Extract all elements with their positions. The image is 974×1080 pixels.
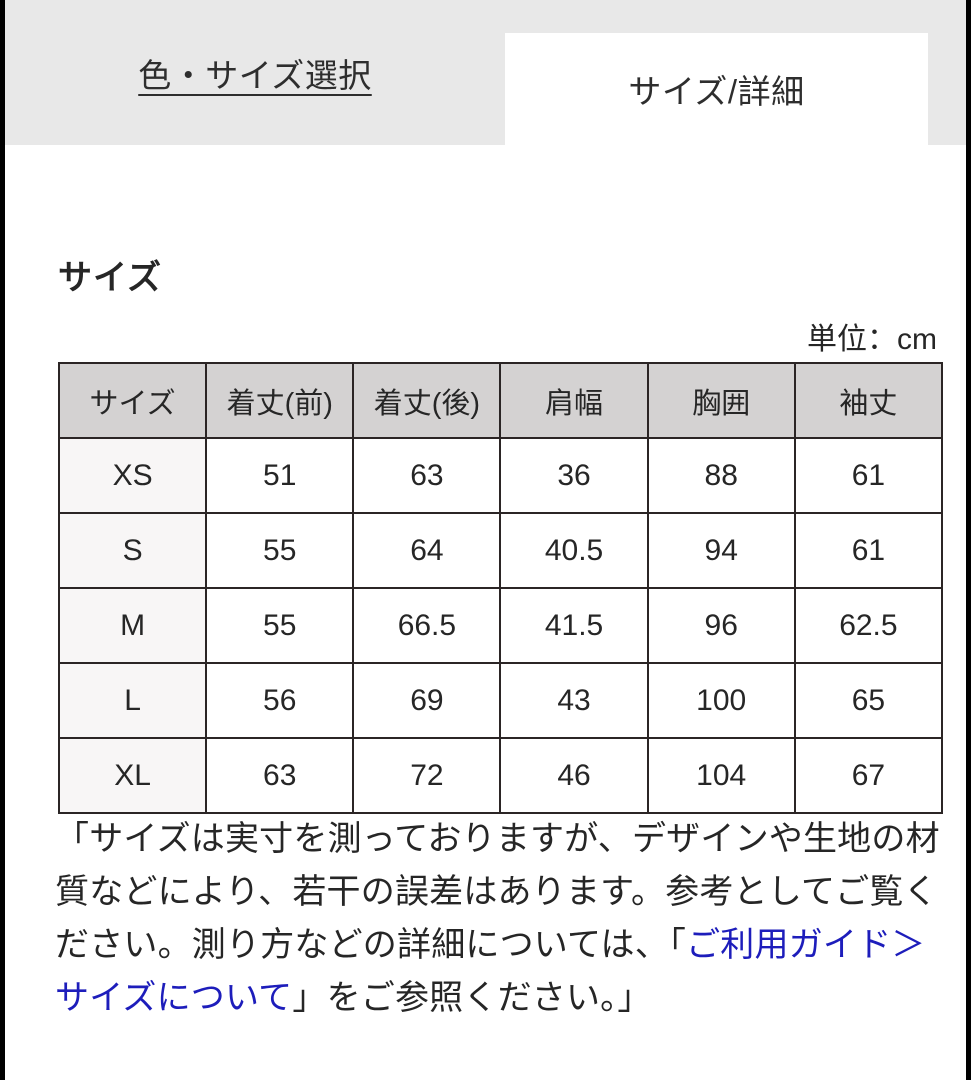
- tab-color-size-select[interactable]: 色・サイズ選択: [5, 0, 505, 145]
- cell-shoulder: 43: [499, 662, 649, 739]
- cell-sleeve: 61: [793, 437, 944, 514]
- size-chart-head: サイズ 着丈(前) 着丈(後) 肩幅 胸囲 袖丈: [57, 362, 944, 439]
- cell-shoulder: 36: [499, 437, 649, 514]
- unit-label: 単位：cm: [807, 323, 937, 356]
- screen-left-edge: [0, 0, 5, 1080]
- tab-bar: 色・サイズ選択 サイズ/詳細: [5, 0, 966, 145]
- cell-sleeve: 65: [793, 662, 944, 739]
- cell-size: XS: [57, 437, 208, 514]
- cell-length-front: 56: [205, 662, 355, 739]
- cell-size: M: [57, 587, 208, 664]
- column-header-shoulder: 肩幅: [499, 362, 649, 439]
- page-content: 色・サイズ選択 サイズ/詳細 サイズ 単位：cm サイズ 着丈(前) 着丈(後)…: [5, 0, 966, 1080]
- size-chart-body: XS 51 63 36 88 61 S 55 64 40.5 94 61: [57, 437, 944, 814]
- screen-right-edge: [966, 0, 971, 1080]
- cell-chest: 96: [646, 587, 796, 664]
- cell-sleeve: 67: [793, 737, 944, 814]
- column-header-sleeve: 袖丈: [793, 362, 944, 439]
- cell-length-back: 63: [352, 437, 502, 514]
- size-disclaimer-note: 「サイズは実寸を測っておりますが、デザインや生地の材質などにより、若干の誤差はあ…: [55, 813, 945, 1025]
- cell-chest: 104: [646, 737, 796, 814]
- tab-size-detail[interactable]: サイズ/詳細: [505, 33, 928, 145]
- size-guide-link[interactable]: ご利用ガイド＞サイズについて: [55, 926, 926, 1017]
- cell-shoulder: 46: [499, 737, 649, 814]
- cell-length-front: 63: [205, 737, 355, 814]
- cell-sleeve: 62.5: [793, 587, 944, 664]
- cell-sleeve: 61: [793, 512, 944, 589]
- note-text-before-link: 「サイズは実寸を測っておりますが、デザインや生地の材質などにより、若干の誤差はあ…: [55, 820, 940, 964]
- cell-length-front: 55: [205, 512, 355, 589]
- cell-size: XL: [57, 737, 208, 814]
- tab-size-detail-label: サイズ/詳細: [628, 73, 805, 110]
- table-row: L 56 69 43 100 65: [57, 662, 944, 739]
- cell-chest: 100: [646, 662, 796, 739]
- cell-length-back: 66.5: [352, 587, 502, 664]
- cell-chest: 94: [646, 512, 796, 589]
- cell-length-front: 55: [205, 587, 355, 664]
- column-header-size: サイズ: [57, 362, 208, 439]
- cell-shoulder: 41.5: [499, 587, 649, 664]
- table-row: S 55 64 40.5 94 61: [57, 512, 944, 589]
- table-row: XS 51 63 36 88 61: [57, 437, 944, 514]
- note-text-after-link: 」をご参照ください。」: [292, 979, 652, 1017]
- table-row: M 55 66.5 41.5 96 62.5: [57, 587, 944, 664]
- cell-size: S: [57, 512, 208, 589]
- cell-length-back: 64: [352, 512, 502, 589]
- size-chart-table: サイズ 着丈(前) 着丈(後) 肩幅 胸囲 袖丈 XS 51 63 36 88: [57, 362, 944, 814]
- cell-chest: 88: [646, 437, 796, 514]
- column-header-length-front: 着丈(前): [205, 362, 355, 439]
- table-row: XL 63 72 46 104 67: [57, 737, 944, 814]
- table-header-row: サイズ 着丈(前) 着丈(後) 肩幅 胸囲 袖丈: [57, 362, 944, 439]
- page-title: サイズ: [58, 259, 162, 297]
- cell-length-front: 51: [205, 437, 355, 514]
- cell-length-back: 72: [352, 737, 502, 814]
- cell-shoulder: 40.5: [499, 512, 649, 589]
- cell-length-back: 69: [352, 662, 502, 739]
- cell-size: L: [57, 662, 208, 739]
- tab-color-size-select-label: 色・サイズ選択: [138, 56, 372, 94]
- column-header-chest: 胸囲: [646, 362, 796, 439]
- column-header-length-back: 着丈(後): [352, 362, 502, 439]
